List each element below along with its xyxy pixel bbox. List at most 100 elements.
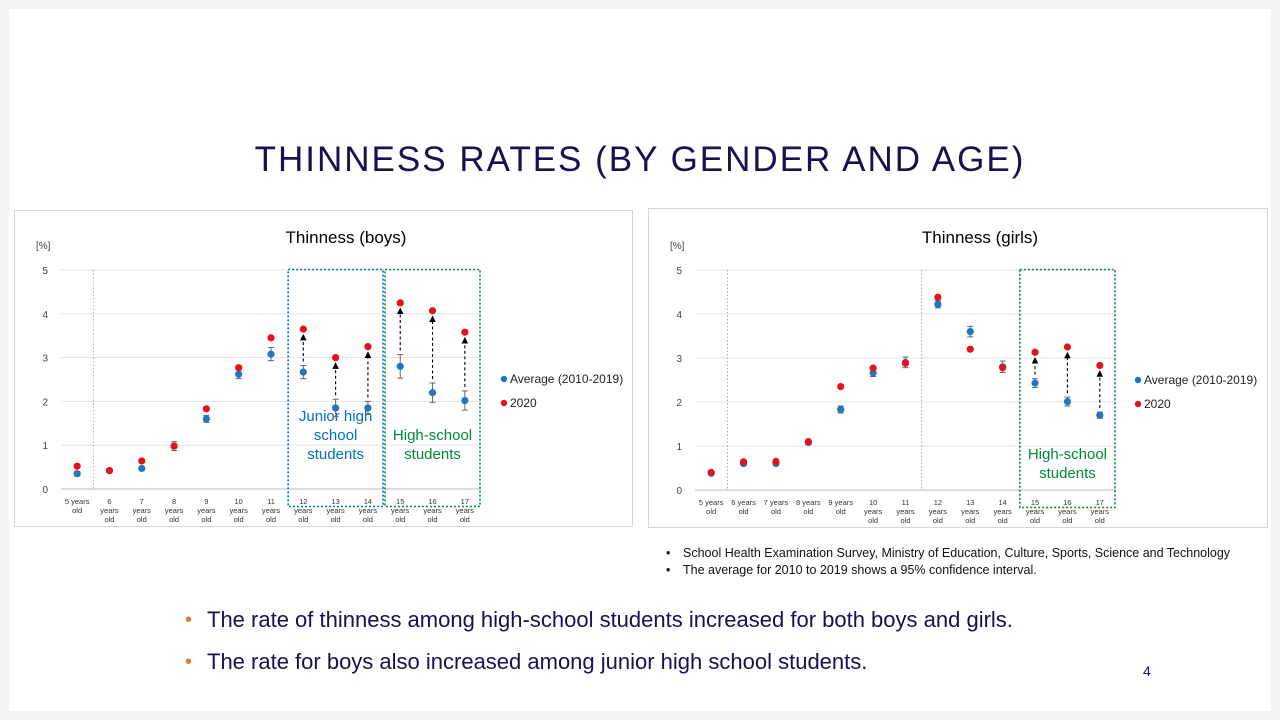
x-tick-line: 10 <box>869 498 877 507</box>
source-notes: School Health Examination Survey, Minist… <box>666 546 1256 580</box>
x-tick-line: 15 <box>1031 498 1039 507</box>
x-tick-label: 13 years old <box>961 498 980 525</box>
source-note: School Health Examination Survey, Minist… <box>666 546 1256 561</box>
x-tick-line: 12 <box>934 498 942 507</box>
group-box-label-line: students <box>404 446 461 463</box>
average-point <box>1031 379 1039 387</box>
x-tick-line: old <box>234 515 244 524</box>
group-box-label-line: High-school <box>1028 446 1107 463</box>
group-box-label-line: students <box>1039 465 1096 482</box>
point-2020 <box>966 345 974 353</box>
x-tick-line: 9 years <box>828 498 853 507</box>
chart-panel-girls: Thinness (girls) [%] 0 1 2 3 4 5 5 years old 6 yea… <box>648 208 1268 528</box>
x-tick-line: 15 <box>396 497 404 506</box>
point-2020 <box>804 438 812 446</box>
point-2020 <box>707 468 715 476</box>
x-tick-line: years <box>1026 507 1045 516</box>
x-tick-label: 15 years old <box>391 497 410 524</box>
y-tick-label: 2 <box>42 397 48 408</box>
x-tick-label: 7 years old <box>133 497 152 524</box>
x-tick-line: old <box>868 516 878 525</box>
average-point <box>364 404 372 412</box>
slide-title: THINNESS RATES (BY GENDER AND AGE) <box>254 140 1026 179</box>
x-tick-label: 9 years old <box>828 498 853 516</box>
legend-label-2020: 2020 <box>510 396 537 410</box>
bullet-high-school: The rate of thinness among high-school s… <box>185 604 1013 646</box>
x-tick-line: years <box>929 507 948 516</box>
average-point <box>267 350 275 358</box>
y-axis-label: [%] <box>670 241 685 252</box>
x-tick-line: old <box>836 507 846 516</box>
x-tick-line: years <box>359 506 378 515</box>
x-tick-line: 17 <box>1096 498 1104 507</box>
x-tick-label: 11 years old <box>896 498 915 525</box>
chart-title: Thinness (girls) <box>922 228 1038 247</box>
x-tick-line: years <box>262 506 281 515</box>
average-point <box>1096 411 1104 419</box>
x-tick-line: old <box>137 515 147 524</box>
point-2020 <box>999 364 1007 372</box>
x-tick-line: 5 years <box>65 497 90 506</box>
x-tick-line: old <box>803 507 813 516</box>
x-tick-line: years <box>961 507 980 516</box>
group-box-label: Junior high school students <box>299 408 372 463</box>
x-tick-line: 5 years <box>699 498 724 507</box>
y-tick-label: 0 <box>42 485 48 496</box>
average-point <box>837 405 845 414</box>
y-tick-label: 4 <box>676 310 682 321</box>
legend-label-average: Average (2010-2019) <box>1144 373 1257 387</box>
x-tick-line: years <box>1091 507 1110 516</box>
x-tick-line: old <box>933 516 943 525</box>
group-box <box>384 268 481 508</box>
x-tick-label: 14 years old <box>993 498 1012 525</box>
x-tick-line: old <box>428 515 438 524</box>
x-tick-label: 12 years old <box>294 497 313 524</box>
point-2020 <box>299 325 307 333</box>
point-2020 <box>396 299 404 307</box>
average-point <box>966 328 974 336</box>
x-tick-label: 5 years old <box>65 497 90 515</box>
x-tick-line: old <box>771 507 781 516</box>
point-2020 <box>73 462 81 470</box>
x-tick-line: years <box>391 506 410 515</box>
x-tick-line: 10 <box>235 497 243 506</box>
x-tick-line: years <box>133 506 152 515</box>
x-tick-line: old <box>1030 516 1040 525</box>
point-2020 <box>332 354 340 362</box>
point-2020 <box>235 364 243 372</box>
x-tick-line: years <box>896 507 915 516</box>
x-tick-line: years <box>197 506 216 515</box>
x-tick-line: old <box>169 515 179 524</box>
x-tick-label: 7 years old <box>764 498 789 516</box>
x-tick-line: 6 <box>107 497 111 506</box>
x-tick-line: years <box>326 506 345 515</box>
x-tick-label: 10 years old <box>864 498 883 525</box>
x-tick-label: 8 years old <box>165 497 184 524</box>
x-tick-line: 11 <box>902 498 910 507</box>
group-box-label: High-school students <box>1028 446 1107 482</box>
point-2020 <box>772 457 780 465</box>
y-tick-label: 0 <box>676 486 682 497</box>
average-point <box>332 404 340 412</box>
x-tick-label: 14 years old <box>359 497 378 524</box>
x-tick-line: years <box>165 506 184 515</box>
legend-label-2020: 2020 <box>1144 397 1171 411</box>
point-2020 <box>901 359 910 367</box>
average-point <box>461 396 469 405</box>
x-tick-line: 16 <box>428 497 436 506</box>
y-axis-label: [%] <box>36 241 51 252</box>
y-tick-label: 2 <box>676 398 682 409</box>
x-tick-line: years <box>1058 507 1077 516</box>
point-2020 <box>934 293 942 301</box>
x-tick-line: old <box>395 515 405 524</box>
average-point <box>73 470 81 478</box>
point-2020 <box>1031 348 1039 356</box>
x-tick-label: 11 years old <box>262 497 281 524</box>
x-tick-line: 7 <box>140 497 144 506</box>
x-tick-label: 13 years old <box>326 497 345 524</box>
x-tick-label: 17 years old <box>456 497 475 524</box>
point-2020 <box>170 442 178 450</box>
x-tick-line: years <box>294 506 313 515</box>
group-box-label-line: students <box>307 446 364 463</box>
x-tick-label: 17 years old <box>1091 498 1110 525</box>
